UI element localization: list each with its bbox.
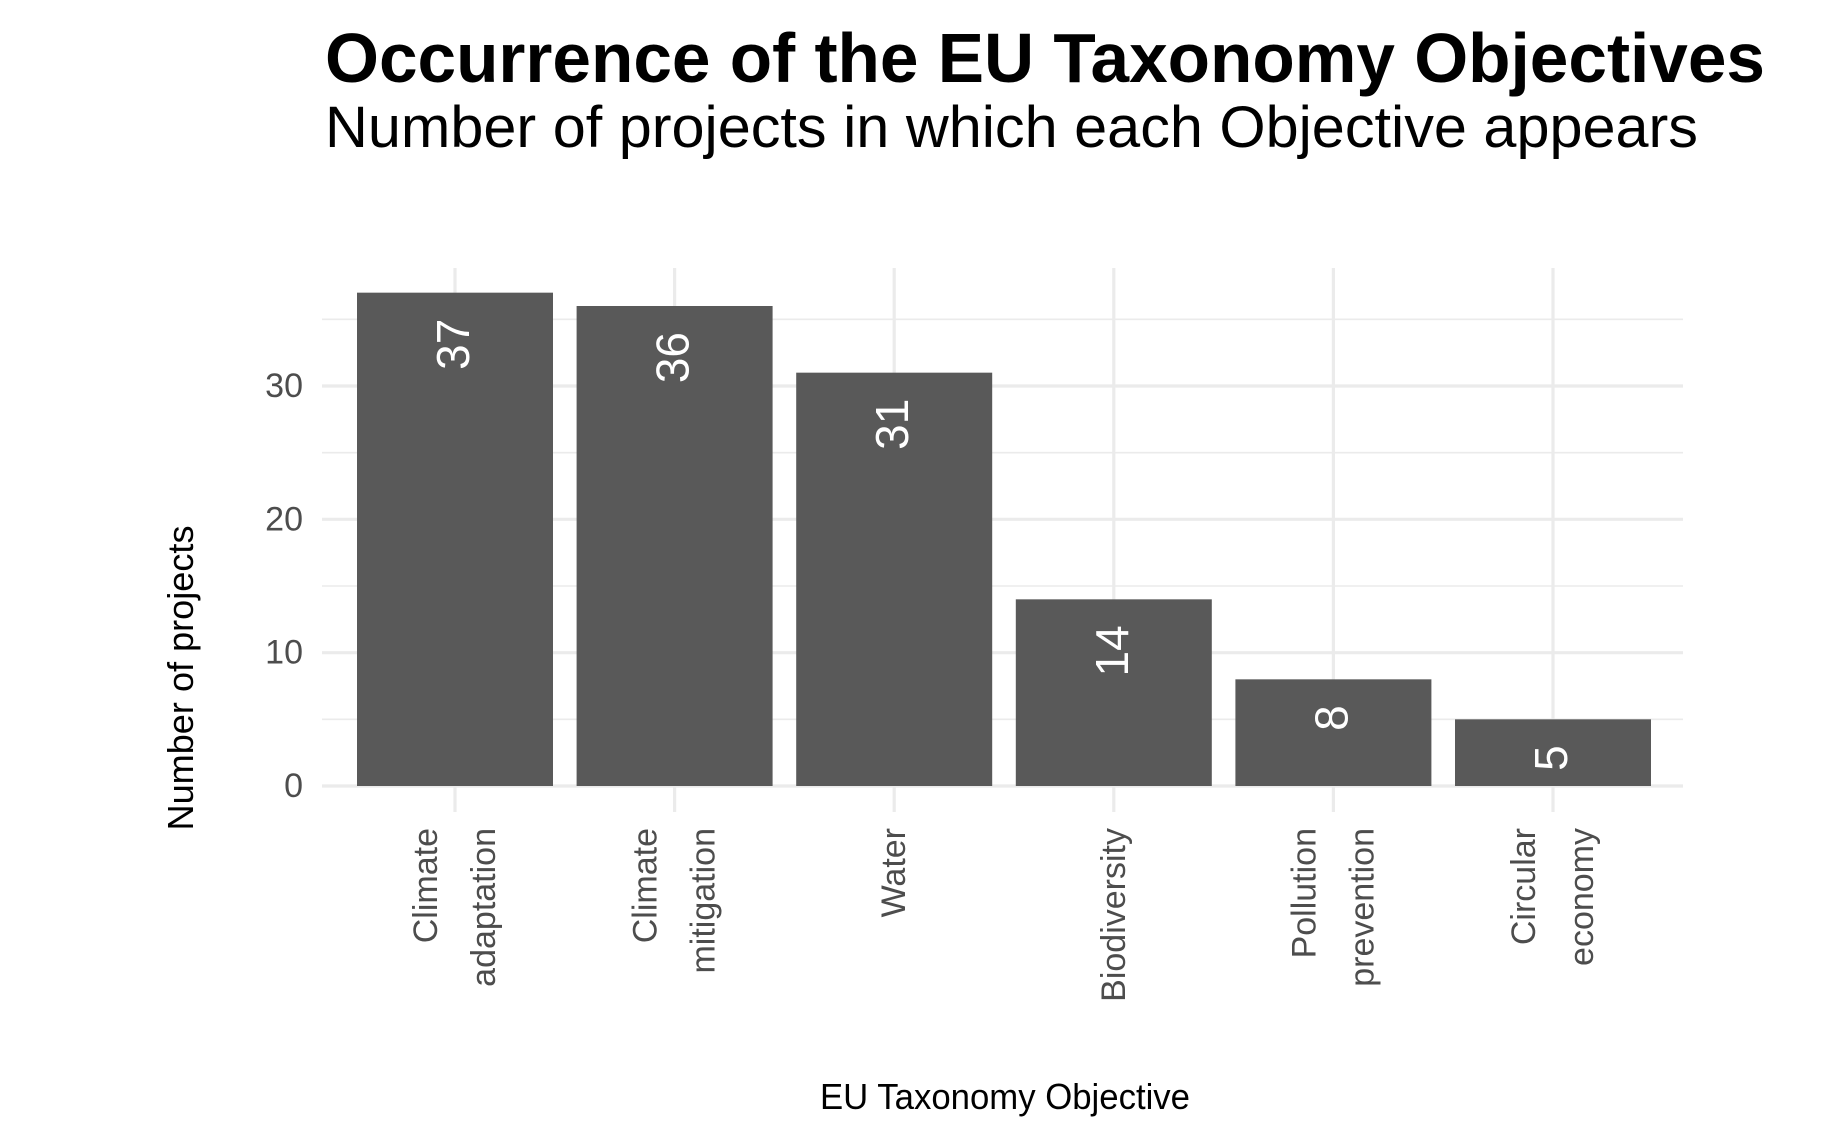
x-tick-label-4-line-1: prevention	[1343, 828, 1381, 987]
bar-label-0: 37	[427, 319, 479, 370]
x-axis-title: EU Taxonomy Objective	[820, 1076, 1190, 1117]
bar-label-2: 31	[866, 399, 918, 450]
x-tick-label-1-line-1: mitigation	[685, 828, 723, 974]
bar-2	[796, 372, 993, 786]
bar-label-1: 36	[647, 332, 699, 383]
bar-4	[1235, 679, 1432, 786]
y-axis-ticks: 0 10 20 30	[265, 367, 303, 805]
x-axis-ticks: Climate adaptation Climate mitigation Water B…	[407, 828, 1601, 1002]
y-tick-label-1: 10	[265, 634, 303, 672]
y-tick-label-0: 0	[284, 767, 303, 805]
bar-0	[357, 292, 553, 786]
chart-title: Occurrence of the EU Taxonomy Objectives	[325, 19, 1765, 97]
bar-5	[1455, 719, 1651, 786]
bar-3	[1015, 599, 1212, 786]
x-tick-label-5-line-0: Circular	[1505, 828, 1543, 945]
x-tick-label-1-line-0: Climate	[627, 828, 665, 943]
y-tick-label-3: 30	[265, 367, 303, 405]
bars	[357, 292, 1651, 786]
bar-data-labels: 37 36 31 14 8 5	[427, 319, 1577, 771]
x-tick-label-2-line-0: Water	[875, 828, 913, 917]
x-tick-label-4-line-0: Pollution	[1285, 828, 1323, 958]
bar-label-4: 8	[1305, 705, 1357, 731]
y-axis-title: Number of projects	[160, 526, 201, 831]
bar-label-3: 14	[1086, 625, 1138, 676]
bar-1	[576, 306, 773, 786]
x-tick-label-0-line-1: adaptation	[465, 828, 503, 987]
bar-label-5: 5	[1525, 745, 1577, 771]
x-tick-label-0-line-0: Climate	[407, 828, 445, 943]
x-tick-label-5-line-1: economy	[1563, 828, 1601, 966]
chart-subtitle: Number of projects in which each Objecti…	[325, 95, 1698, 160]
x-tick-label-3-line-0: Biodiversity	[1095, 828, 1133, 1002]
y-tick-label-2: 20	[265, 500, 303, 538]
